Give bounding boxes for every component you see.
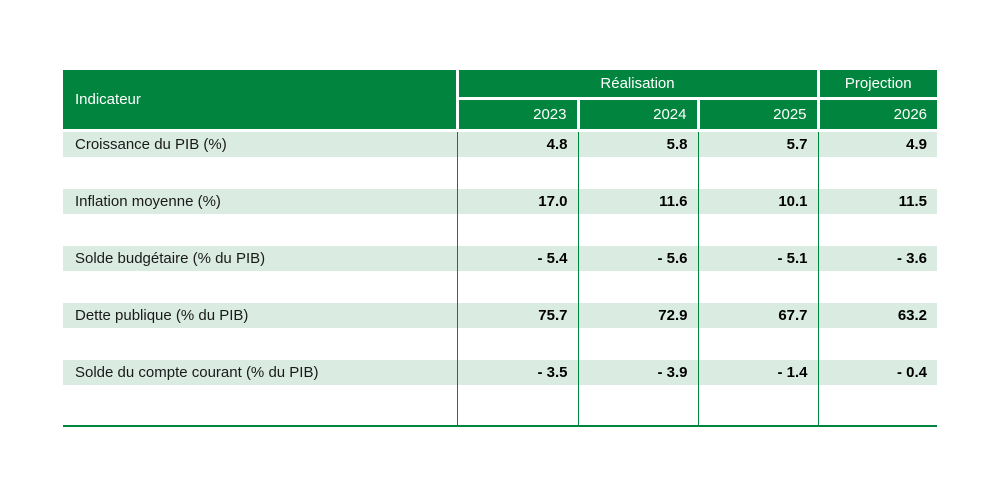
table-header: Indicateur Réalisation Projection 2023 2… [63, 70, 938, 132]
header-indicateur: Indicateur [63, 70, 457, 132]
value-cell: 67.7 [697, 303, 819, 328]
row-label: Dette publique (% du PIB) [63, 303, 457, 328]
row-label: Solde budgétaire (% du PIB) [63, 246, 457, 271]
value-cell: 4.9 [817, 130, 938, 157]
value-cell: - 0.4 [817, 360, 938, 385]
value-cell: - 3.5 [456, 360, 578, 385]
spacer-row [63, 214, 938, 246]
table-row: Dette publique (% du PIB) 75.7 72.9 67.7… [63, 303, 938, 328]
value-cell: 5.8 [577, 130, 698, 157]
value-cell: - 3.6 [817, 246, 938, 271]
value-cell: 17.0 [456, 189, 578, 214]
header-year-2025: 2025 [696, 98, 819, 132]
table-row: Inflation moyenne (%) 17.0 11.6 10.1 11.… [63, 189, 938, 214]
value-cell: - 5.4 [456, 246, 578, 271]
value-cell: 72.9 [577, 303, 698, 328]
value-cell: - 3.9 [577, 360, 698, 385]
row-label: Solde du compte courant (% du PIB) [63, 360, 457, 385]
header-year-2023: 2023 [455, 98, 578, 132]
value-cell: 75.7 [456, 303, 578, 328]
row-label: Croissance du PIB (%) [63, 130, 457, 157]
spacer-row [63, 157, 938, 189]
header-year-2024: 2024 [576, 98, 698, 132]
value-cell: 11.5 [817, 189, 938, 214]
value-cell: 5.7 [697, 130, 819, 157]
table-body: Croissance du PIB (%) 4.8 5.8 5.7 4.9 In… [63, 130, 938, 427]
value-cell: 4.8 [456, 130, 578, 157]
header-group-realisation: Réalisation [455, 70, 819, 100]
header-year-2026: 2026 [816, 98, 938, 132]
row-label: Inflation moyenne (%) [63, 189, 457, 214]
table-row: Solde budgétaire (% du PIB) - 5.4 - 5.6 … [63, 246, 938, 271]
spacer-row [63, 271, 938, 303]
value-cell: - 5.1 [697, 246, 819, 271]
table-row: Croissance du PIB (%) 4.8 5.8 5.7 4.9 [63, 130, 938, 157]
value-cell: - 1.4 [697, 360, 819, 385]
indicators-table: Indicateur Réalisation Projection 2023 2… [63, 70, 938, 427]
value-cell: 10.1 [697, 189, 819, 214]
value-cell: 63.2 [817, 303, 938, 328]
header-group-projection: Projection [816, 70, 938, 100]
table-row: Solde du compte courant (% du PIB) - 3.5… [63, 360, 938, 385]
spacer-row-bottom [63, 385, 938, 427]
value-cell: - 5.6 [577, 246, 698, 271]
value-cell: 11.6 [577, 189, 698, 214]
spacer-row [63, 328, 938, 360]
